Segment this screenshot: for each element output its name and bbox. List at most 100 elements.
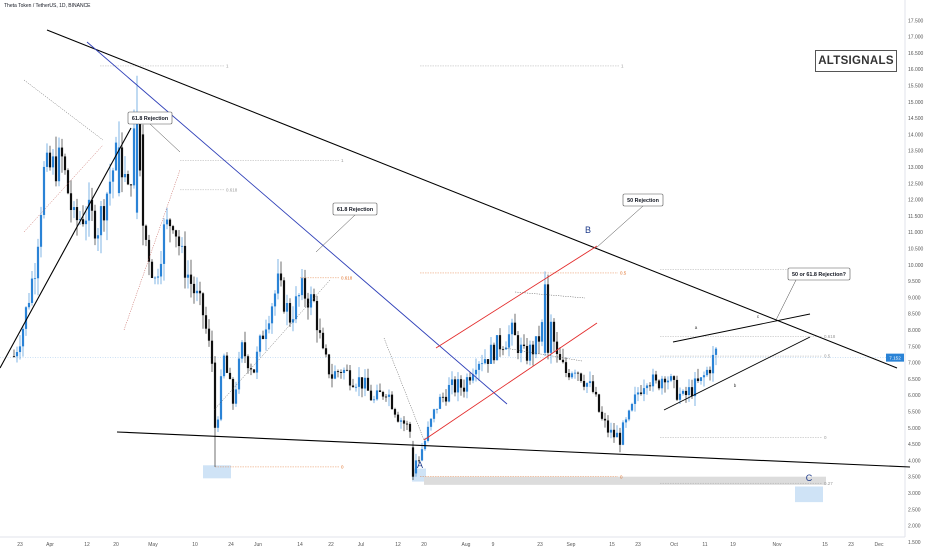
- candle-body: [516, 335, 520, 354]
- candle-body: [450, 379, 454, 385]
- candle-body: [219, 376, 223, 420]
- candle-body: [429, 418, 433, 427]
- y-tick-label: 9.500: [908, 279, 921, 285]
- candle-body: [435, 408, 439, 410]
- x-tick-label: 9: [492, 542, 495, 548]
- candle-body: [375, 390, 379, 400]
- candle-body: [282, 280, 286, 312]
- candle-body: [585, 383, 589, 387]
- candle-body: [399, 420, 403, 422]
- candle-body: [207, 328, 211, 341]
- y-tick-label: 2.500: [908, 507, 921, 513]
- candle-body: [177, 236, 181, 247]
- candle-body: [408, 423, 412, 432]
- candle-body: [492, 344, 496, 361]
- candle-body: [411, 447, 415, 477]
- sub-wave-label: b: [734, 383, 737, 388]
- candle-body: [69, 193, 73, 211]
- candle-body: [252, 369, 256, 373]
- candle-body: [72, 207, 76, 211]
- x-tick-label: Sep: [567, 542, 576, 548]
- callout-label: 61.8 Rejection: [132, 116, 168, 122]
- altsignals-logo: ALTSIGNALS: [815, 50, 897, 72]
- x-tick-label: 23: [537, 542, 543, 548]
- candle-body: [297, 295, 301, 297]
- candle-body: [303, 278, 307, 299]
- fib-zero-gray-zone: [424, 476, 826, 485]
- candle-body: [381, 391, 385, 397]
- candle-body: [183, 245, 187, 278]
- candle-body: [33, 278, 37, 280]
- candle-body: [243, 342, 247, 357]
- y-tick-label: 13.500: [908, 149, 924, 155]
- candle-body: [18, 346, 22, 353]
- candle-body: [639, 392, 643, 395]
- candle-body: [663, 378, 667, 383]
- callout-label: 50 or 61.8 Rejection?: [792, 272, 846, 278]
- x-tick-label: 23: [848, 542, 854, 548]
- candle-body: [654, 374, 658, 381]
- candle-body: [528, 344, 532, 361]
- candle-body: [573, 372, 577, 374]
- callout-label: 61.8 Rejection: [337, 207, 373, 213]
- candle-body: [309, 294, 313, 308]
- candle-body: [660, 378, 664, 389]
- candle-body: [153, 277, 157, 279]
- candle-body: [486, 359, 490, 364]
- candle-body: [111, 170, 115, 182]
- candle-body: [129, 184, 133, 186]
- candle-body: [597, 394, 601, 412]
- y-tick-label: 6.000: [908, 393, 921, 399]
- candle-body: [366, 377, 370, 391]
- y-tick-label: 11.000: [908, 230, 923, 236]
- candle-body: [306, 298, 310, 308]
- candle-body: [579, 373, 583, 381]
- candle-body: [705, 369, 709, 376]
- candle-body: [120, 147, 124, 178]
- candle-body: [471, 374, 475, 381]
- y-tick-label: 1.500: [908, 540, 921, 546]
- candle-body: [432, 409, 436, 419]
- candle-body: [279, 273, 283, 281]
- candle-body: [336, 371, 340, 373]
- candle-body: [234, 389, 238, 404]
- candle-body: [360, 377, 364, 389]
- target-zone-c: [795, 486, 823, 503]
- candle-body: [84, 220, 88, 225]
- fib-level-label: 1: [226, 64, 229, 69]
- candle-body: [714, 348, 718, 355]
- candle-body: [591, 381, 595, 392]
- candle-body: [387, 394, 391, 397]
- wave-label: B: [585, 225, 591, 235]
- callout-leader: [595, 205, 644, 249]
- candle-body: [357, 377, 361, 387]
- candle-body: [117, 147, 121, 194]
- candle-body: [384, 396, 388, 398]
- candle-body: [396, 414, 400, 422]
- candle-body: [417, 460, 421, 462]
- candle-body: [342, 369, 346, 374]
- candle-body: [150, 261, 154, 279]
- fib-level-label: 1: [621, 64, 624, 69]
- fib-level-label: 0: [824, 435, 827, 440]
- x-tick-label: 19: [730, 542, 736, 548]
- y-tick-label: 12.000: [908, 198, 924, 204]
- y-tick-label: 3.000: [908, 491, 921, 497]
- candle-body: [498, 335, 502, 350]
- candle-body: [198, 290, 202, 294]
- dotted-pattern-line: [213, 279, 331, 411]
- candle-body: [459, 379, 463, 388]
- x-tick-label: Jul: [358, 542, 364, 548]
- candle-body: [192, 283, 196, 294]
- candle-body: [522, 344, 526, 347]
- y-tick-label: 10.000: [908, 263, 924, 269]
- candle-body: [600, 411, 604, 419]
- candle-body: [186, 274, 190, 278]
- candle-body: [648, 385, 652, 387]
- candle-body: [27, 302, 31, 308]
- dotted-pattern-line: [23, 144, 104, 233]
- candle-body: [534, 336, 538, 355]
- candle-body: [555, 341, 559, 355]
- candle-body: [246, 356, 250, 369]
- wave-label: A: [417, 460, 423, 470]
